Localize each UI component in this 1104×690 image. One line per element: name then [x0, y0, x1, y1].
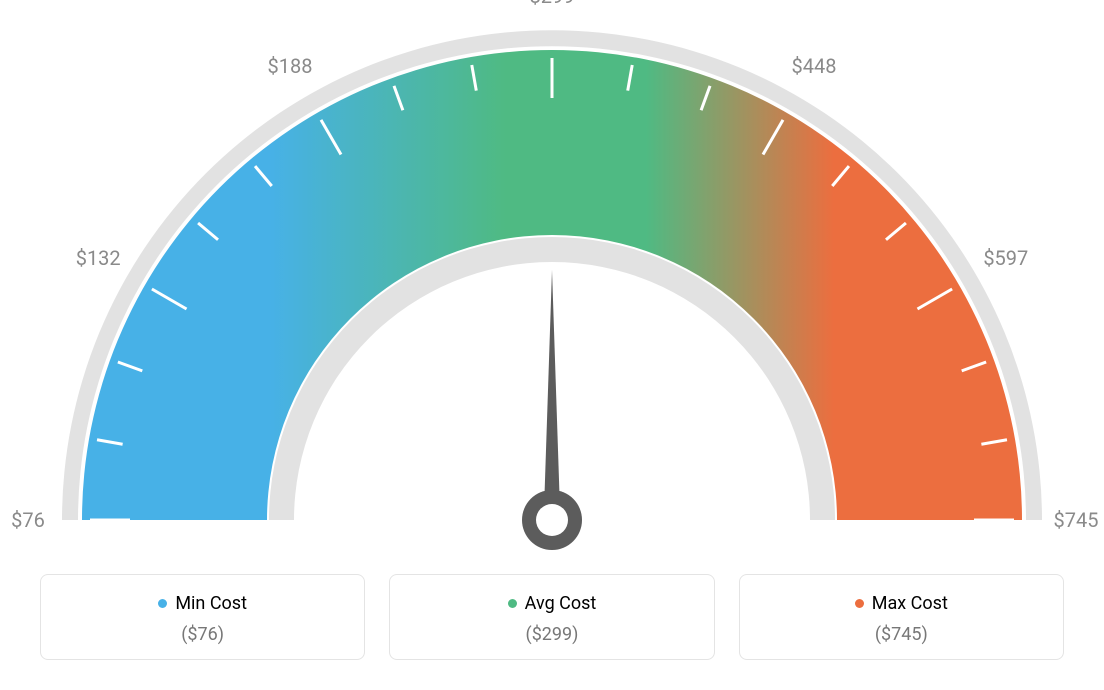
dot-icon — [508, 599, 517, 608]
legend-row: Min Cost ($76) Avg Cost ($299) Max Cost … — [40, 574, 1064, 660]
gauge-tick-label: $597 — [983, 246, 1028, 270]
gauge-tick-label: $299 — [530, 0, 575, 8]
gauge-tick-label: $132 — [76, 246, 121, 270]
legend-card-max: Max Cost ($745) — [739, 574, 1064, 660]
legend-value: ($745) — [750, 624, 1053, 645]
gauge-tick-label: $745 — [1054, 508, 1099, 532]
dot-icon — [158, 599, 167, 608]
legend-title-avg: Avg Cost — [508, 593, 597, 614]
legend-card-avg: Avg Cost ($299) — [389, 574, 714, 660]
legend-card-min: Min Cost ($76) — [40, 574, 365, 660]
gauge-tick-label: $76 — [11, 508, 45, 532]
dot-icon — [855, 599, 864, 608]
legend-label: Avg Cost — [525, 593, 597, 614]
legend-label: Min Cost — [175, 593, 247, 614]
gauge-tick-label: $188 — [268, 54, 313, 78]
gauge-tick-label: $448 — [792, 54, 837, 78]
legend-label: Max Cost — [872, 593, 948, 614]
legend-value: ($299) — [400, 624, 703, 645]
cost-gauge: $76 $132 $188 $299 $448 $597 $745 — [0, 0, 1104, 560]
legend-title-min: Min Cost — [158, 593, 247, 614]
gauge-svg — [0, 0, 1104, 560]
legend-title-max: Max Cost — [855, 593, 948, 614]
legend-value: ($76) — [51, 624, 354, 645]
